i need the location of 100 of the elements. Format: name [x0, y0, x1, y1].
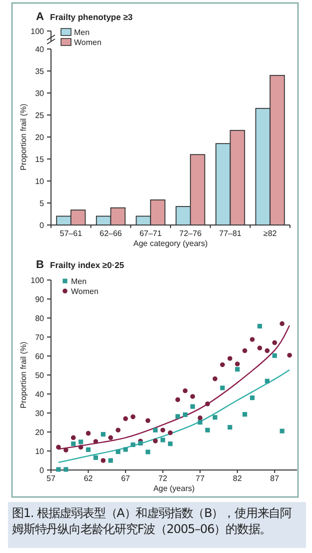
x-tick-label: 62–66	[100, 229, 122, 238]
y-tick-label: 0	[40, 221, 45, 230]
x-axis-title: Age category (years)	[133, 239, 208, 248]
y-tick-label: 10	[35, 447, 45, 456]
y-tick-label: 10	[35, 177, 45, 186]
x-tick-label: 67	[121, 474, 131, 483]
point	[250, 396, 255, 400]
x-tick-label: 57	[46, 474, 56, 483]
point	[205, 428, 210, 432]
chart-title: A	[36, 11, 44, 23]
point	[198, 420, 202, 425]
point	[64, 467, 68, 472]
point	[257, 346, 262, 350]
point	[168, 430, 173, 436]
point	[78, 444, 84, 450]
chart-title: B	[36, 259, 44, 271]
point	[64, 448, 68, 452]
point	[108, 435, 114, 440]
point	[272, 340, 278, 346]
point	[175, 397, 180, 402]
point	[242, 348, 248, 354]
point	[257, 324, 262, 328]
point	[220, 386, 225, 390]
line-series	[58, 369, 290, 463]
x-tick-label: 67–71	[139, 229, 162, 238]
point	[190, 394, 196, 399]
point	[93, 455, 98, 460]
y-tick-label: 15	[35, 155, 45, 164]
x-tick-label: 77	[196, 474, 206, 483]
point	[182, 388, 188, 394]
point	[190, 404, 195, 409]
y-tick-label: 30	[35, 409, 45, 418]
y-tick-label: 0	[40, 466, 45, 475]
y-tick-label: 90	[35, 295, 45, 304]
point	[146, 418, 150, 423]
legend-label: Women	[74, 38, 102, 47]
point	[152, 438, 158, 444]
y-tick-label: 30	[35, 89, 45, 98]
point	[78, 440, 84, 444]
x-tick-label: ≥82	[263, 229, 278, 238]
point	[198, 416, 202, 420]
point	[100, 458, 106, 463]
point	[228, 356, 232, 361]
point	[116, 449, 120, 454]
point	[108, 458, 113, 463]
point	[235, 367, 240, 372]
point	[280, 321, 284, 326]
point	[264, 378, 270, 384]
point	[280, 428, 284, 434]
line-series	[58, 325, 290, 450]
point	[100, 432, 106, 437]
y-tick-label: 50	[35, 371, 45, 380]
y-tick-label: 20	[35, 133, 45, 142]
y-tick-label: 40	[35, 390, 45, 399]
point	[86, 447, 91, 452]
point	[250, 337, 255, 342]
point	[123, 447, 128, 452]
point	[153, 428, 158, 432]
point	[130, 414, 136, 420]
caption: 图1. 根据虚弱表型（A）和虚弱指数（B），使用来自阿姆斯特丹纵向老龄化研究F波（2005–06）的数据。	[8, 502, 306, 548]
x-tick-label: 87	[270, 474, 280, 483]
point	[220, 362, 225, 368]
point	[70, 435, 76, 440]
x-tick-label: 57–61	[60, 229, 83, 238]
y-tick-label: 25	[35, 111, 45, 120]
point	[123, 416, 128, 422]
y-tick-label: 100	[30, 276, 45, 285]
y-axis-title: Proportion frail (%)	[19, 103, 28, 170]
point	[86, 430, 91, 436]
y-tick-label: 40	[35, 45, 45, 54]
point	[287, 352, 292, 358]
y-tick-label: 60	[35, 352, 45, 361]
legend-label: Women	[71, 287, 98, 296]
point	[242, 412, 248, 417]
x-axis-title: Age (years)	[153, 484, 196, 493]
point	[56, 444, 61, 450]
point	[160, 438, 166, 442]
y-tick-label: 80	[35, 314, 45, 323]
point	[168, 441, 173, 446]
chart-subtitle: Frailty index ≥0·25	[50, 260, 124, 270]
point	[130, 442, 136, 448]
point	[71, 441, 76, 446]
x-tick-label: 72	[158, 474, 168, 483]
y-tick-label: 70	[35, 333, 45, 342]
legend-label: Men	[74, 28, 90, 37]
point	[93, 439, 98, 444]
point	[182, 412, 188, 418]
point	[212, 415, 218, 420]
y-tick-label: 35	[35, 67, 45, 76]
point	[146, 450, 150, 454]
point	[264, 348, 270, 354]
legend-label: Men	[71, 277, 87, 286]
point	[228, 424, 232, 430]
point	[175, 414, 180, 419]
point	[116, 428, 120, 432]
point	[205, 401, 210, 406]
point	[234, 362, 240, 366]
x-tick-label: 82	[232, 474, 242, 483]
y-tick-label: 5	[40, 199, 45, 208]
x-tick-label: 77–81	[219, 229, 242, 238]
